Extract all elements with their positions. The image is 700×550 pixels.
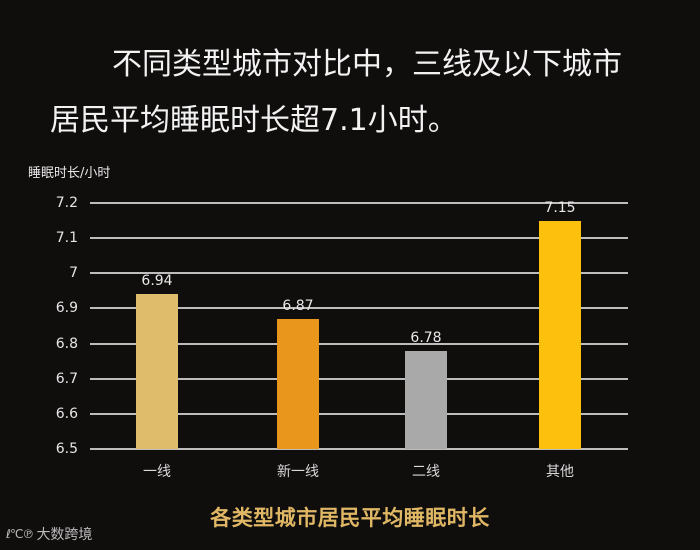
gridline <box>90 307 628 310</box>
bar <box>405 350 447 449</box>
y-axis-label: 睡眠时长/小时 <box>28 166 111 181</box>
x-category-label: 其他 <box>546 464 574 480</box>
gridline <box>90 412 628 415</box>
headline-line-2: 居民平均睡眠时长超7.1小时。 <box>50 103 458 138</box>
headline-line-1: 不同类型城市对比中，三线及以下城市 <box>112 47 622 82</box>
x-category-label: 一线 <box>143 464 171 480</box>
bar-value-label: 6.87 <box>282 297 314 314</box>
gridline <box>90 237 628 240</box>
bar-value-label: 7.15 <box>544 199 576 216</box>
y-tick-label: 7.2 <box>55 195 78 211</box>
y-tick-label: 6.6 <box>55 405 78 422</box>
bar-value-label: 6.78 <box>410 329 442 346</box>
y-tick-label: 6.5 <box>55 441 78 457</box>
bar <box>539 220 581 449</box>
gridline <box>90 202 628 204</box>
watermark: ℓ℃℗ 大数跨境 <box>6 524 92 544</box>
gridline <box>90 272 628 275</box>
x-category-label: 二线 <box>412 464 440 480</box>
bar-value-label: 6.94 <box>141 273 173 290</box>
bar <box>136 294 178 449</box>
x-category-label: 新一线 <box>277 464 319 480</box>
brand-logo-icon: ℓ℃℗ <box>6 527 34 541</box>
gridline <box>90 448 628 450</box>
watermark-text: 大数跨境 <box>36 527 93 543</box>
y-tick-label: 6.9 <box>55 300 78 317</box>
y-tick-label: 7.1 <box>55 230 78 247</box>
chart-title: 各类型城市居民平均睡眠时长 <box>210 506 490 530</box>
bar <box>277 318 319 449</box>
y-tick-label: 6.8 <box>55 335 78 352</box>
gridline <box>90 377 628 380</box>
gridline <box>90 342 628 345</box>
y-tick-label: 6.7 <box>55 370 78 387</box>
y-tick-label: 7 <box>69 265 78 282</box>
